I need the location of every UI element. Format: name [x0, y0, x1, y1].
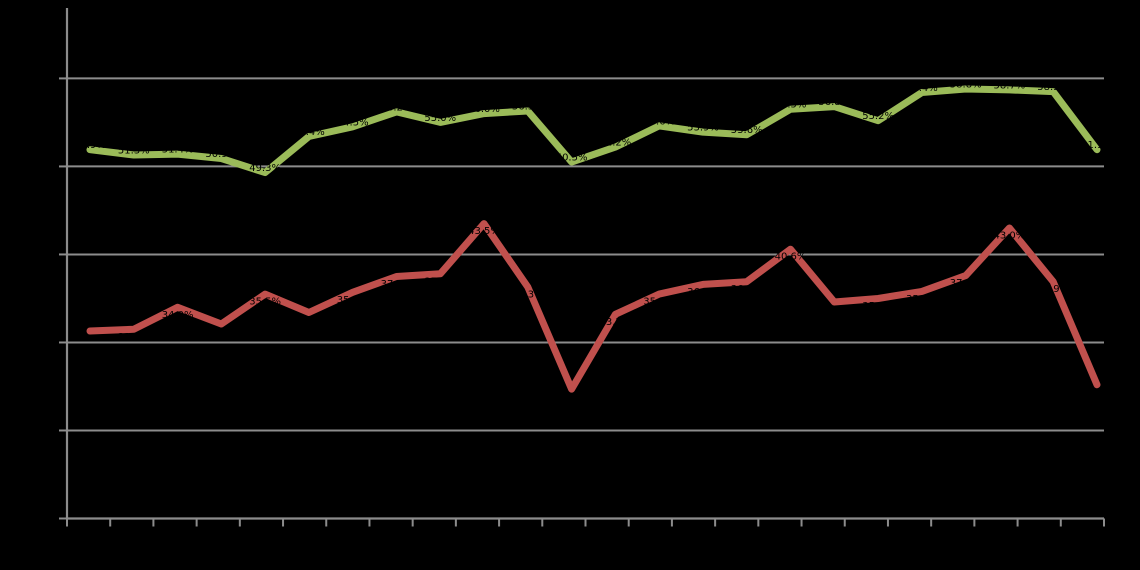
- data-label-green: 58.5%: [1037, 82, 1069, 93]
- data-label-green: 55.2%: [862, 111, 894, 122]
- data-label-red: 34.6%: [818, 305, 850, 316]
- data-label-red: 43.5%: [468, 226, 500, 237]
- data-label-green: 54.5%: [337, 117, 369, 128]
- data-label-green: 56.5%: [775, 100, 807, 111]
- data-label-red: 43.0%: [994, 231, 1026, 242]
- data-label-red: 35.7%: [337, 295, 369, 306]
- data-label-green: 51.4%: [162, 145, 194, 156]
- data-label-green: 52.2%: [600, 138, 632, 149]
- data-label-green: 58.7%: [994, 80, 1026, 91]
- data-label-red: 40.6%: [775, 252, 807, 263]
- data-label-red: 35.8%: [906, 294, 938, 305]
- data-label-red: 33.4%: [293, 315, 325, 326]
- data-label-green: 55.0%: [424, 113, 456, 124]
- data-label-green: 56.2%: [381, 102, 413, 113]
- data-label-red: 35.5%: [643, 297, 675, 308]
- data-label-red: 33.2%: [600, 317, 632, 328]
- data-label-red: 32.1%: [205, 327, 237, 338]
- series-line-green: [86, 85, 1101, 177]
- data-label-red: 34.0%: [162, 310, 194, 321]
- data-label-green: 51.9%: [1081, 140, 1113, 151]
- data-label-red: 36.9%: [1037, 284, 1069, 295]
- data-label-red: 31.3%: [74, 334, 106, 345]
- data-label-red: 36.6%: [687, 287, 719, 298]
- data-label-red: 37.8%: [424, 276, 456, 287]
- data-label-red: 35.0%: [862, 301, 894, 312]
- data-label-green: 53.9%: [687, 123, 719, 134]
- data-label-green: 56.0%: [468, 104, 500, 115]
- data-label-green: 56.3%: [512, 102, 544, 113]
- data-label-green: 50.5%: [556, 153, 588, 164]
- series-line-red: [86, 220, 1101, 393]
- data-label-red: 24.7%: [556, 392, 588, 403]
- data-label-green: 58.4%: [906, 83, 938, 94]
- data-label-red: 37.6%: [950, 278, 982, 289]
- data-label-green: 51.3%: [118, 146, 150, 157]
- data-label-green: 49.3%: [249, 163, 281, 174]
- data-label-red: 25.2%: [1081, 387, 1113, 398]
- data-label-green: 53.6%: [731, 125, 763, 136]
- data-label-red: 36.3%: [512, 290, 544, 301]
- data-label-red: 31.5%: [118, 332, 150, 343]
- data-label-green: 51.9%: [74, 140, 106, 151]
- data-label-green: 58.8%: [950, 80, 982, 91]
- data-label-green: 50.9%: [205, 149, 237, 160]
- data-label-red: 35.5%: [249, 297, 281, 308]
- data-label-green: 53.4%: [293, 127, 325, 138]
- data-label-red: 36.9%: [731, 284, 763, 295]
- data-label-green: 54.6%: [643, 116, 675, 127]
- data-label-green: 56.8%: [818, 97, 850, 108]
- data-label-red: 37.5%: [381, 279, 413, 290]
